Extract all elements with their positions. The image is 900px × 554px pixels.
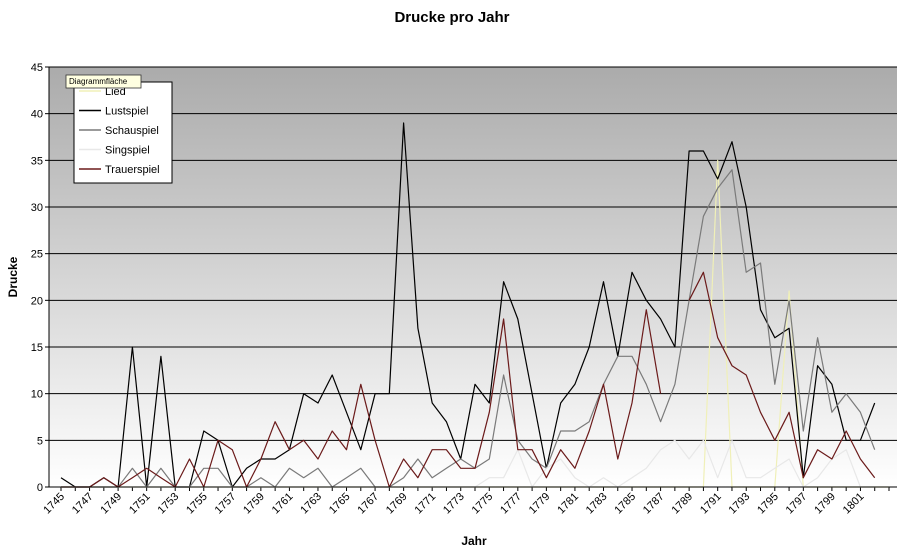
legend-items: Lied Lustspiel Schauspiel Singspiel Trauersp… — [79, 86, 160, 176]
legend-box — [73, 81, 173, 184]
x-tick-label: 1775 — [470, 491, 496, 517]
legend-label-schauspiel: Schauspiel — [105, 125, 159, 137]
x-tick-label: 1773 — [441, 491, 467, 517]
tooltip: Diagrammfläche — [65, 74, 142, 89]
x-tick-label: 1745 — [41, 491, 67, 517]
x-tick-labels: 1745 1747 1749 1751 1753 1755 1757 1759 1761 1763… — [41, 487, 890, 517]
series-line-schauspiel[interactable] — [61, 169, 876, 488]
y-tick-label: 25 — [31, 249, 43, 261]
x-tick-label: 1791 — [698, 491, 724, 517]
x-tick-label: 1761 — [270, 491, 296, 517]
x-tick-label: 1771 — [412, 491, 438, 517]
x-tick-label: 1789 — [669, 491, 695, 517]
x-tick-label: 1749 — [98, 491, 124, 517]
y-tick-label: 30 — [31, 202, 43, 214]
y-tick-label: 10 — [31, 389, 43, 401]
legend-label-singspiel: Singspiel — [105, 145, 150, 157]
legend-label-lied: Lied — [105, 86, 126, 98]
x-tick-label: 1751 — [127, 491, 153, 517]
x-tick-label: 1801 — [841, 491, 867, 517]
y-tick-label: 5 — [37, 435, 43, 447]
x-tick-label: 1785 — [612, 491, 638, 517]
y-tick-label: 15 — [31, 342, 43, 354]
gridlines — [49, 66, 897, 488]
y-tick-labels: 0 5 10 15 20 25 30 35 40 45 — [31, 62, 49, 494]
x-tick-label: 1763 — [298, 491, 324, 517]
y-tick-label: 0 — [37, 482, 43, 494]
x-tick-label: 1787 — [641, 491, 667, 517]
tooltip-text: Diagrammfläche — [69, 77, 128, 86]
x-tick-label: 1767 — [355, 491, 381, 517]
y-tick-label: 20 — [31, 295, 43, 307]
y-axis-title: Drucke — [6, 256, 20, 297]
tooltip-box — [65, 74, 142, 89]
y-tick-label: 40 — [31, 109, 43, 121]
legend-label-lustspiel: Lustspiel — [105, 106, 148, 118]
plot-area[interactable] — [49, 67, 897, 487]
x-tick-label: 1793 — [727, 491, 753, 517]
x-tick-label: 1797 — [784, 491, 810, 517]
y-tick-label: 35 — [31, 155, 43, 167]
x-tick-label: 1755 — [184, 491, 210, 517]
x-tick-label: 1783 — [584, 491, 610, 517]
series-line-trauerspiel[interactable] — [61, 309, 662, 488]
legend-label-trauerspiel: Trauerspiel — [105, 164, 160, 176]
x-tick-label: 1781 — [555, 491, 581, 517]
x-tick-label: 1769 — [384, 491, 410, 517]
x-tick-label: 1779 — [527, 491, 553, 517]
x-axis-title: Jahr — [461, 534, 487, 548]
legend[interactable]: Lied Lustspiel Schauspiel Singspiel Trauersp… — [73, 81, 173, 184]
x-tick-label: 1753 — [156, 491, 182, 517]
y-tick-label: 45 — [31, 62, 43, 74]
series-line-lustspiel[interactable] — [60, 122, 876, 488]
x-tick-label: 1777 — [498, 491, 524, 517]
x-tick-label: 1759 — [241, 491, 267, 517]
x-tick-label: 1799 — [812, 491, 838, 517]
chart-title: Drucke pro Jahr — [394, 9, 509, 26]
x-tick-label: 1765 — [327, 491, 353, 517]
axes — [48, 67, 897, 488]
x-tick-label: 1747 — [70, 491, 96, 517]
series-line-trauerspiel[interactable] — [688, 271, 876, 479]
x-tick-label: 1757 — [213, 491, 239, 517]
x-tick-label: 1795 — [755, 491, 781, 517]
